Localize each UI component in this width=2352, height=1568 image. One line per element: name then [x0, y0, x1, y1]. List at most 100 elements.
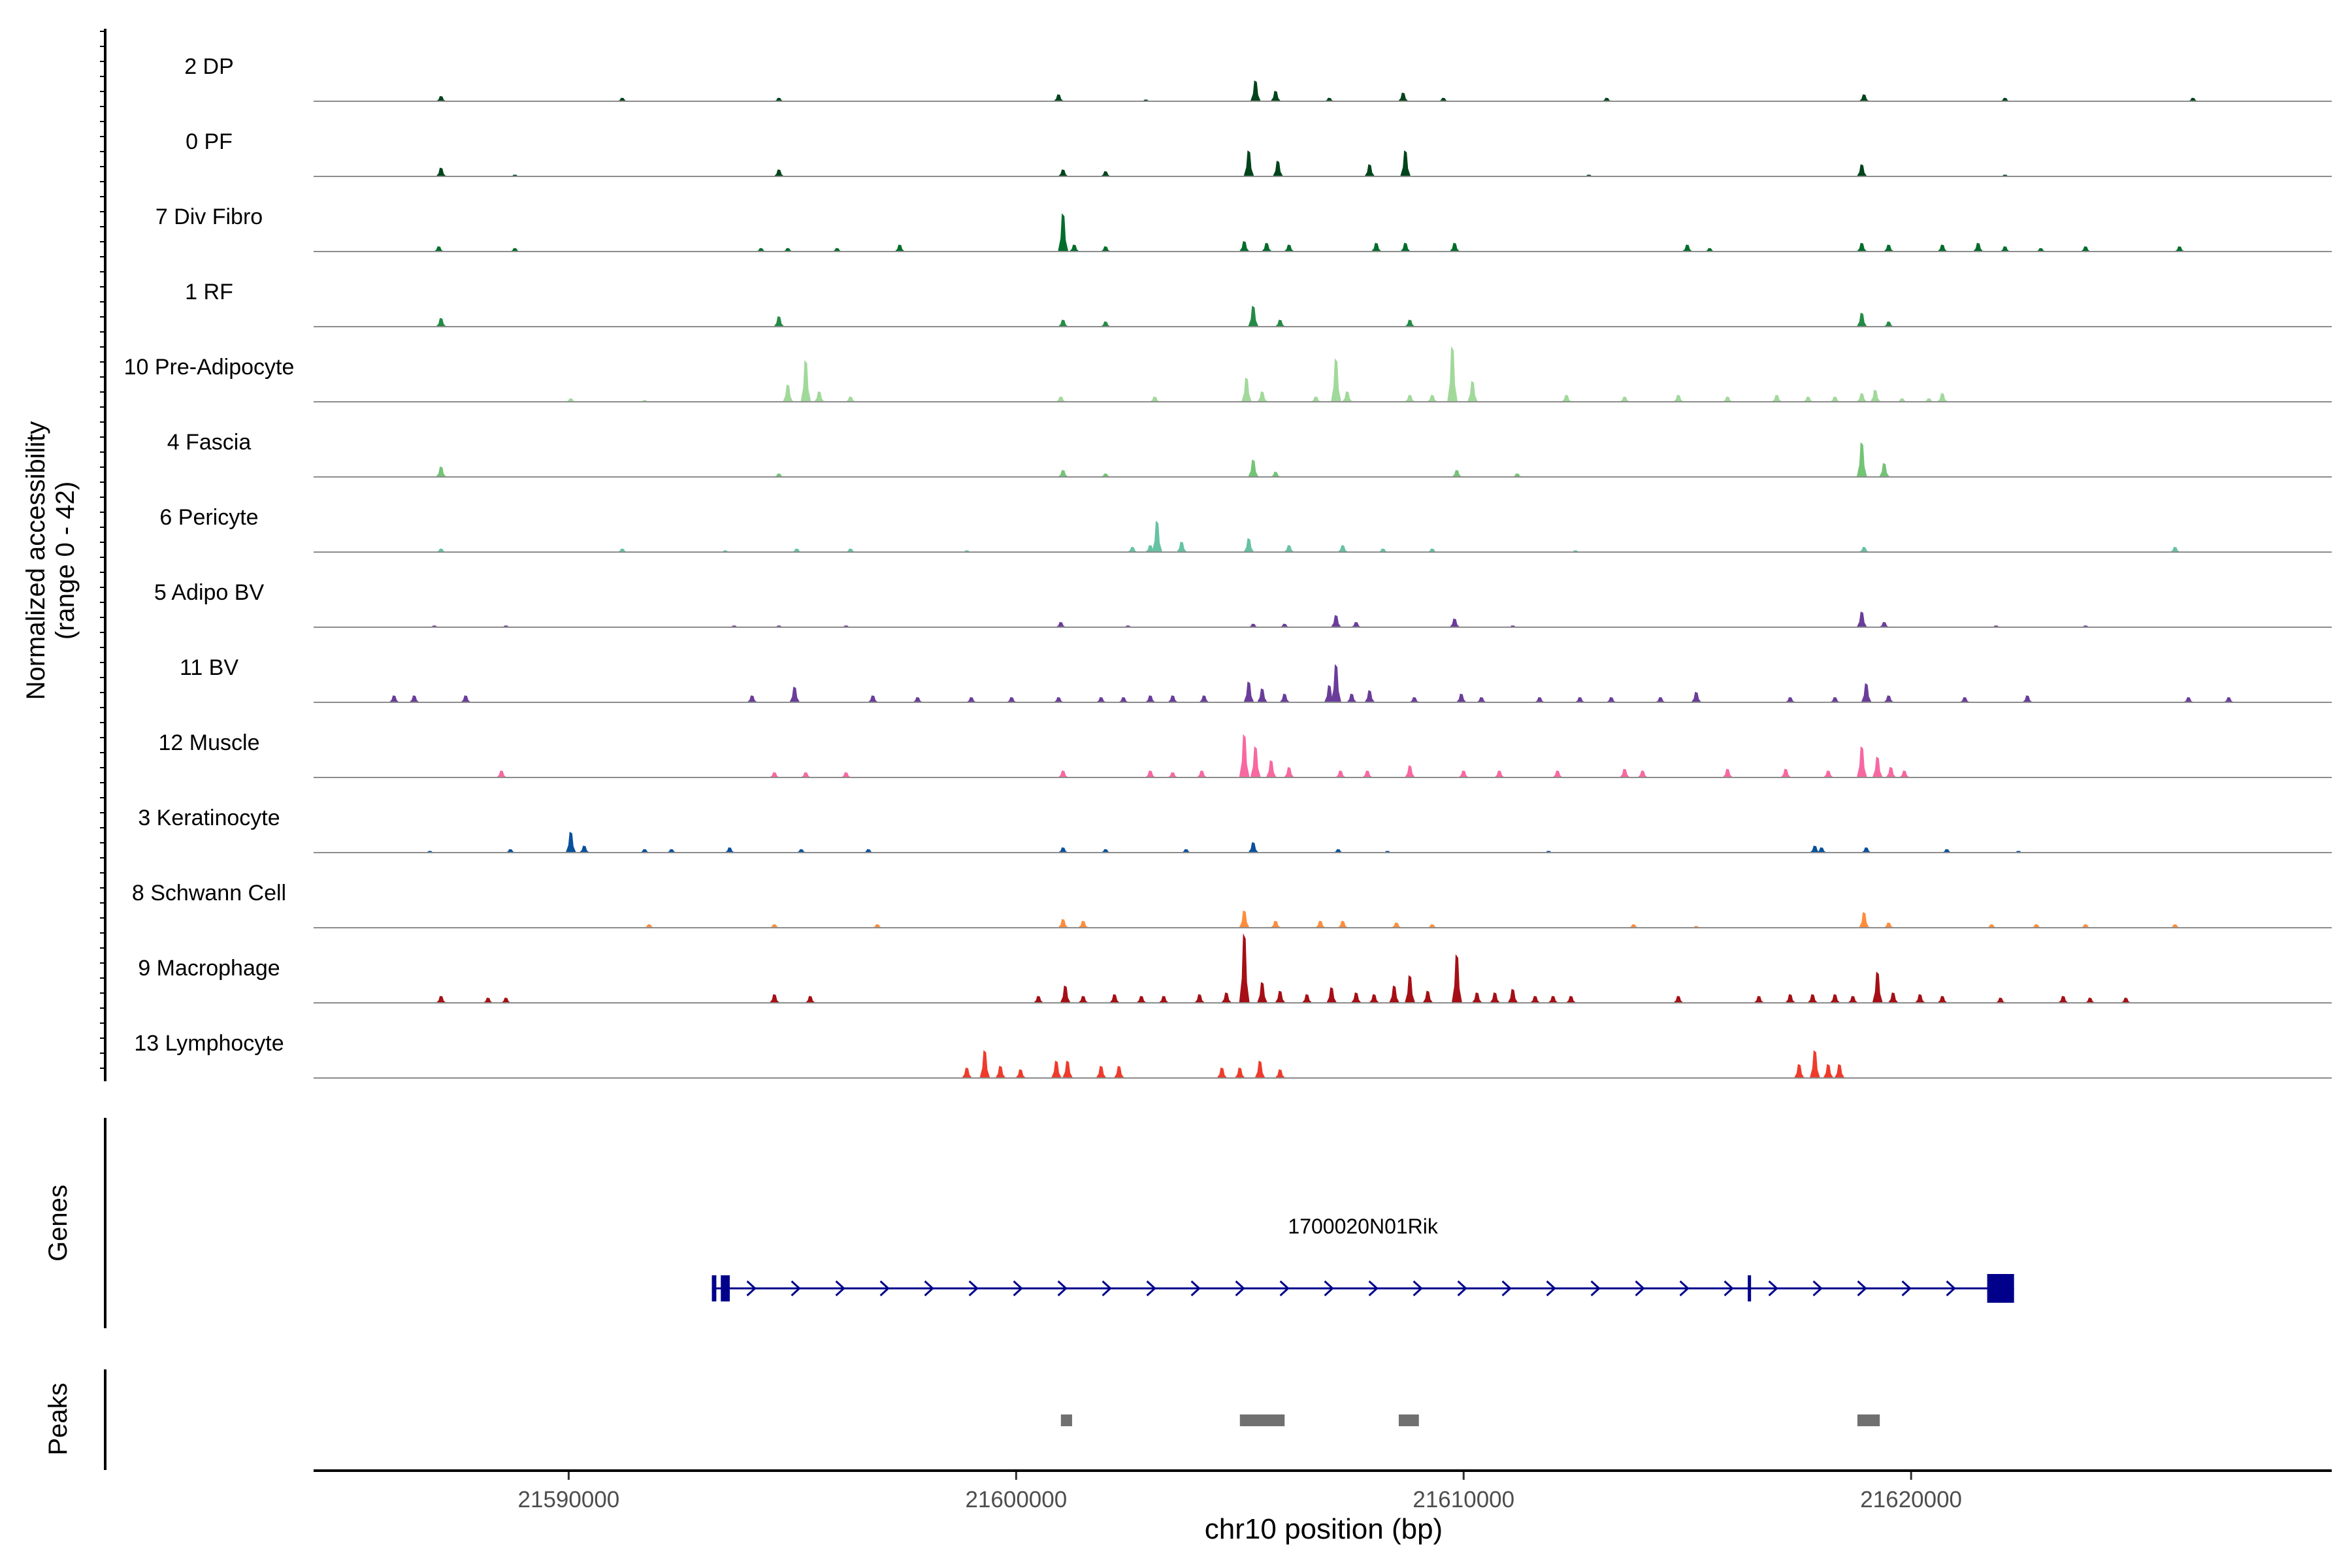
signal-peak	[1239, 734, 1250, 777]
strand-arrow	[1413, 1280, 1423, 1297]
signal-peak	[436, 466, 447, 477]
peaks-track-label: Peaks	[44, 1382, 73, 1455]
signal-peak	[1335, 770, 1346, 777]
track-8: 5 Adipo BV	[154, 580, 2332, 628]
signal-peak	[1053, 697, 1064, 702]
signal-peak	[1722, 397, 1733, 402]
signal-peak	[1456, 693, 1467, 702]
signal-peak	[774, 473, 785, 477]
signal-peak	[2085, 998, 2096, 1003]
signal-peak	[1127, 547, 1138, 552]
signal-peak	[1823, 770, 1834, 777]
signal-peak	[1342, 391, 1353, 402]
y-axis-label-line2: (range 0 - 42)	[51, 482, 80, 640]
signal-peak	[1058, 213, 1069, 252]
signal-peak	[1241, 377, 1252, 402]
signal-peak	[1834, 1064, 1845, 1078]
signal-peak	[789, 687, 800, 702]
signal-peak	[1494, 770, 1505, 777]
signal-peak	[1364, 690, 1375, 702]
track-label: 9 Macrophage	[138, 956, 280, 981]
signal-peak	[774, 97, 785, 101]
signal-peak	[1879, 622, 1890, 627]
signal-peak	[1275, 319, 1286, 327]
signal-peak	[1673, 395, 1684, 402]
x-tick-label: 21600000	[965, 1487, 1067, 1512]
signal-peak	[1058, 319, 1069, 327]
signal-peak	[1389, 985, 1400, 1003]
signal-peak	[1055, 397, 1066, 402]
signal-peak	[436, 548, 447, 552]
signal-peak	[791, 548, 802, 552]
signal-peak	[1883, 244, 1894, 252]
signal-peak	[1243, 538, 1254, 552]
signal-peak	[436, 318, 447, 327]
signal-peak	[1331, 358, 1342, 402]
signal-peak	[2035, 248, 2046, 252]
strand-arrow	[1324, 1280, 1334, 1297]
signal-peak	[1897, 398, 1908, 402]
track-label: 8 Schwann Cell	[132, 881, 286, 906]
strand-arrow	[1013, 1280, 1023, 1297]
signal-peak	[2022, 695, 2033, 702]
signal-peak	[389, 695, 400, 702]
signal-peak	[1809, 845, 1820, 853]
track-label: 13 Lymphocyte	[134, 1031, 284, 1056]
signal-peak	[2174, 246, 2185, 252]
signal-peak	[1273, 161, 1284, 176]
signal-peak	[845, 548, 856, 552]
signal-peak	[1055, 622, 1066, 627]
track-label: 2 DP	[184, 54, 234, 79]
signal-peak	[1266, 760, 1277, 777]
signal-peak	[1937, 996, 1948, 1003]
signal-peak	[800, 360, 811, 402]
signal-peak	[1861, 683, 1872, 702]
x-axis-title: chr10 position (bp)	[1205, 1513, 1443, 1545]
signal-peak	[1168, 695, 1179, 702]
signal-peak	[1859, 912, 1870, 928]
peak-track	[1060, 1414, 1880, 1426]
signal-peak	[1239, 241, 1250, 252]
strand-arrow	[791, 1280, 801, 1297]
signal-peak	[1785, 994, 1796, 1003]
signal-peak	[2031, 924, 2042, 928]
signal-peak	[1221, 992, 1232, 1003]
signal-peak	[1829, 397, 1840, 402]
signal-peak	[1691, 692, 1702, 702]
strand-arrow	[746, 1280, 757, 1297]
x-tick-label: 21590000	[518, 1487, 620, 1512]
signal-peak	[1512, 473, 1523, 477]
strand-arrow	[1635, 1280, 1645, 1297]
strand-arrow	[968, 1280, 979, 1297]
signal-peak	[1628, 924, 1639, 928]
signal-peak	[1548, 996, 1559, 1003]
signal-peak	[1136, 996, 1147, 1003]
strand-arrow	[1901, 1280, 1912, 1297]
signal-peak	[1861, 847, 1872, 853]
signal-peak	[1284, 767, 1295, 777]
signal-peak	[1058, 847, 1069, 853]
signal-peak	[2183, 697, 2194, 702]
signal-peak	[1427, 395, 1438, 402]
track-11: 3 Keratinocyte	[138, 806, 2332, 853]
signal-peak	[1113, 1066, 1124, 1078]
signal-peak	[433, 246, 444, 252]
strand-arrow	[1102, 1280, 1112, 1297]
signal-peak	[1899, 770, 1910, 777]
signal-peak	[436, 96, 447, 101]
signal-peak	[894, 244, 906, 252]
signal-peak	[483, 998, 494, 1003]
signal-peak	[1270, 91, 1281, 101]
signal-peak	[2080, 924, 2091, 928]
signal-peak	[1331, 664, 1342, 702]
gene-exon	[1987, 1274, 2014, 1303]
track-4: 1 RF	[185, 280, 2332, 327]
signal-peak	[1275, 990, 1286, 1003]
signal-peak	[1529, 996, 1541, 1003]
signal-peak	[1872, 972, 1883, 1003]
track-6: 4 Fascia	[167, 430, 2332, 478]
signal-peak	[1078, 996, 1089, 1003]
signal-peak	[1886, 767, 1897, 777]
signal-peak	[1369, 994, 1380, 1003]
